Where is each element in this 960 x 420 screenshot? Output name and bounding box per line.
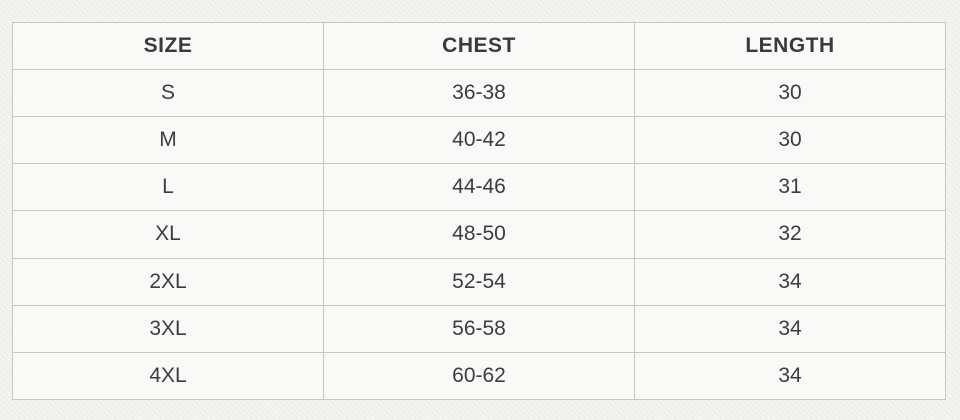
table-row: S 36-38 30 <box>12 68 946 118</box>
length-cell: 30 <box>634 68 946 118</box>
length-cell: 34 <box>634 304 946 353</box>
size-cell: 3XL <box>12 304 324 353</box>
chest-cell: 56-58 <box>323 304 635 353</box>
chest-cell: 40-42 <box>323 116 635 165</box>
column-header-length: LENGTH <box>634 22 946 70</box>
length-cell: 34 <box>634 351 946 401</box>
column-header-size: SIZE <box>12 22 324 70</box>
length-cell: 31 <box>634 163 946 212</box>
size-chart-body: S 36-38 30 M 40-42 30 L 44-46 31 XL 48-50 32 2XL 52-5… <box>12 68 946 401</box>
size-chart-head: SIZE CHEST LENGTH <box>12 22 946 70</box>
size-cell: L <box>12 163 324 212</box>
length-cell: 30 <box>634 116 946 165</box>
chest-cell: 60-62 <box>323 351 635 401</box>
table-row: 3XL 56-58 34 <box>12 304 946 353</box>
table-row: 4XL 60-62 34 <box>12 351 946 401</box>
size-cell: S <box>12 68 324 118</box>
table-row: L 44-46 31 <box>12 163 946 212</box>
size-chart-table: SIZE CHEST LENGTH S 36-38 30 M 40-42 30 L 44-46… <box>12 22 946 401</box>
table-row: 2XL 52-54 34 <box>12 257 946 306</box>
size-cell: M <box>12 116 324 165</box>
size-cell: 2XL <box>12 257 324 306</box>
chest-cell: 48-50 <box>323 210 635 259</box>
length-cell: 34 <box>634 257 946 306</box>
chest-cell: 52-54 <box>323 257 635 306</box>
chest-cell: 36-38 <box>323 68 635 118</box>
size-cell: 4XL <box>12 351 324 401</box>
length-cell: 32 <box>634 210 946 259</box>
chest-cell: 44-46 <box>323 163 635 212</box>
size-cell: XL <box>12 210 324 259</box>
column-header-chest: CHEST <box>323 22 635 70</box>
table-row: M 40-42 30 <box>12 116 946 165</box>
table-row: XL 48-50 32 <box>12 210 946 259</box>
header-row: SIZE CHEST LENGTH <box>12 22 946 70</box>
